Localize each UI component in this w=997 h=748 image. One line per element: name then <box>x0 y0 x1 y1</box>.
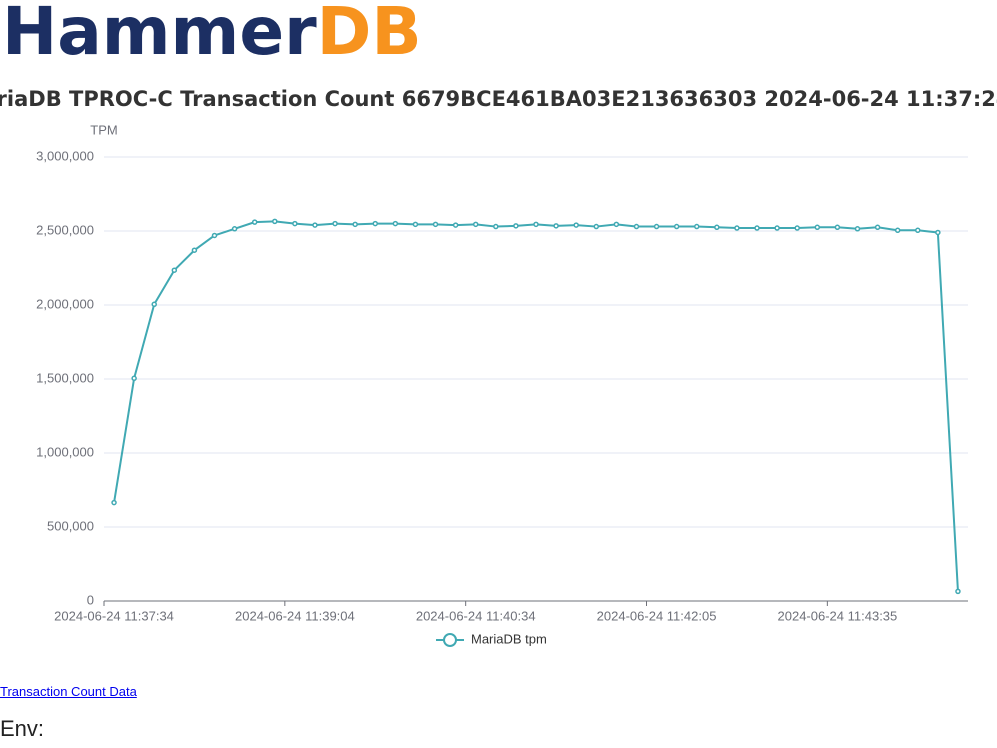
data-point <box>171 267 178 273</box>
data-point <box>653 223 660 230</box>
legend-marker <box>443 633 457 647</box>
data-point <box>432 221 439 228</box>
data-point <box>412 221 419 228</box>
data-link[interactable]: Transaction Count Data <box>0 684 137 699</box>
section-heading: Env: <box>0 716 45 741</box>
data-point <box>573 222 579 228</box>
series-line <box>113 220 959 592</box>
y-tick-label: 3,000,000 <box>36 148 94 163</box>
x-tick-label: 2024-06-24 11:43:35 <box>778 608 898 623</box>
logo-hammer: Hammer <box>2 0 317 70</box>
data-point <box>894 227 901 234</box>
y-axis-label: TPM <box>90 122 117 137</box>
y-tick-label: 1,000,000 <box>36 444 94 459</box>
data-point <box>794 225 800 231</box>
data-point <box>191 247 198 253</box>
data-point <box>774 225 780 231</box>
data-point <box>814 224 821 231</box>
data-point <box>392 220 399 227</box>
data-point <box>915 227 921 234</box>
data-point <box>211 232 218 239</box>
data-point <box>633 223 640 230</box>
data-point <box>312 222 318 228</box>
data-point <box>131 375 137 382</box>
data-point <box>854 226 861 232</box>
data-point <box>352 221 358 228</box>
data-point <box>493 223 499 230</box>
data-point <box>513 223 519 229</box>
data-point <box>693 223 700 230</box>
x-tick-label: 2024-06-24 11:37:34 <box>54 608 174 623</box>
y-tick-label: 1,500,000 <box>36 370 94 385</box>
data-point <box>754 225 760 231</box>
x-tick-label: 2024-06-24 11:42:05 <box>597 608 717 623</box>
y-tick-label: 0 <box>87 592 94 607</box>
data-point <box>593 223 600 230</box>
data-point <box>734 225 740 231</box>
data-point <box>613 221 620 228</box>
data-point <box>533 221 539 228</box>
data-point <box>292 220 298 227</box>
y-tick-label: 500,000 <box>47 518 94 533</box>
chart-title: MariaDB TPROC-C Transaction Count 6679BC… <box>0 87 997 111</box>
data-point <box>673 223 680 230</box>
x-tick-label: 2024-06-24 11:39:04 <box>235 608 355 623</box>
data-point <box>272 218 278 225</box>
data-point <box>231 226 238 232</box>
logo-db: DB <box>317 0 422 70</box>
data-point <box>955 588 961 595</box>
data-point <box>553 223 559 229</box>
data-point <box>332 220 338 227</box>
x-tick-label: 2024-06-24 11:40:34 <box>416 608 536 623</box>
data-point <box>834 224 841 231</box>
data-point <box>111 499 117 506</box>
y-tick-label: 2,000,000 <box>36 296 94 311</box>
data-point <box>935 229 941 236</box>
data-point <box>251 219 258 225</box>
legend-label: MariaDB tpm <box>471 631 547 646</box>
data-point <box>151 301 157 308</box>
y-tick-label: 2,500,000 <box>36 222 94 237</box>
data-point <box>452 222 459 228</box>
chart: Hammer DB MariaDB TPROC-C Transaction Co… <box>0 0 997 647</box>
data-point <box>372 220 379 227</box>
data-point <box>874 224 881 231</box>
data-point <box>472 221 479 228</box>
data-point <box>714 224 720 231</box>
